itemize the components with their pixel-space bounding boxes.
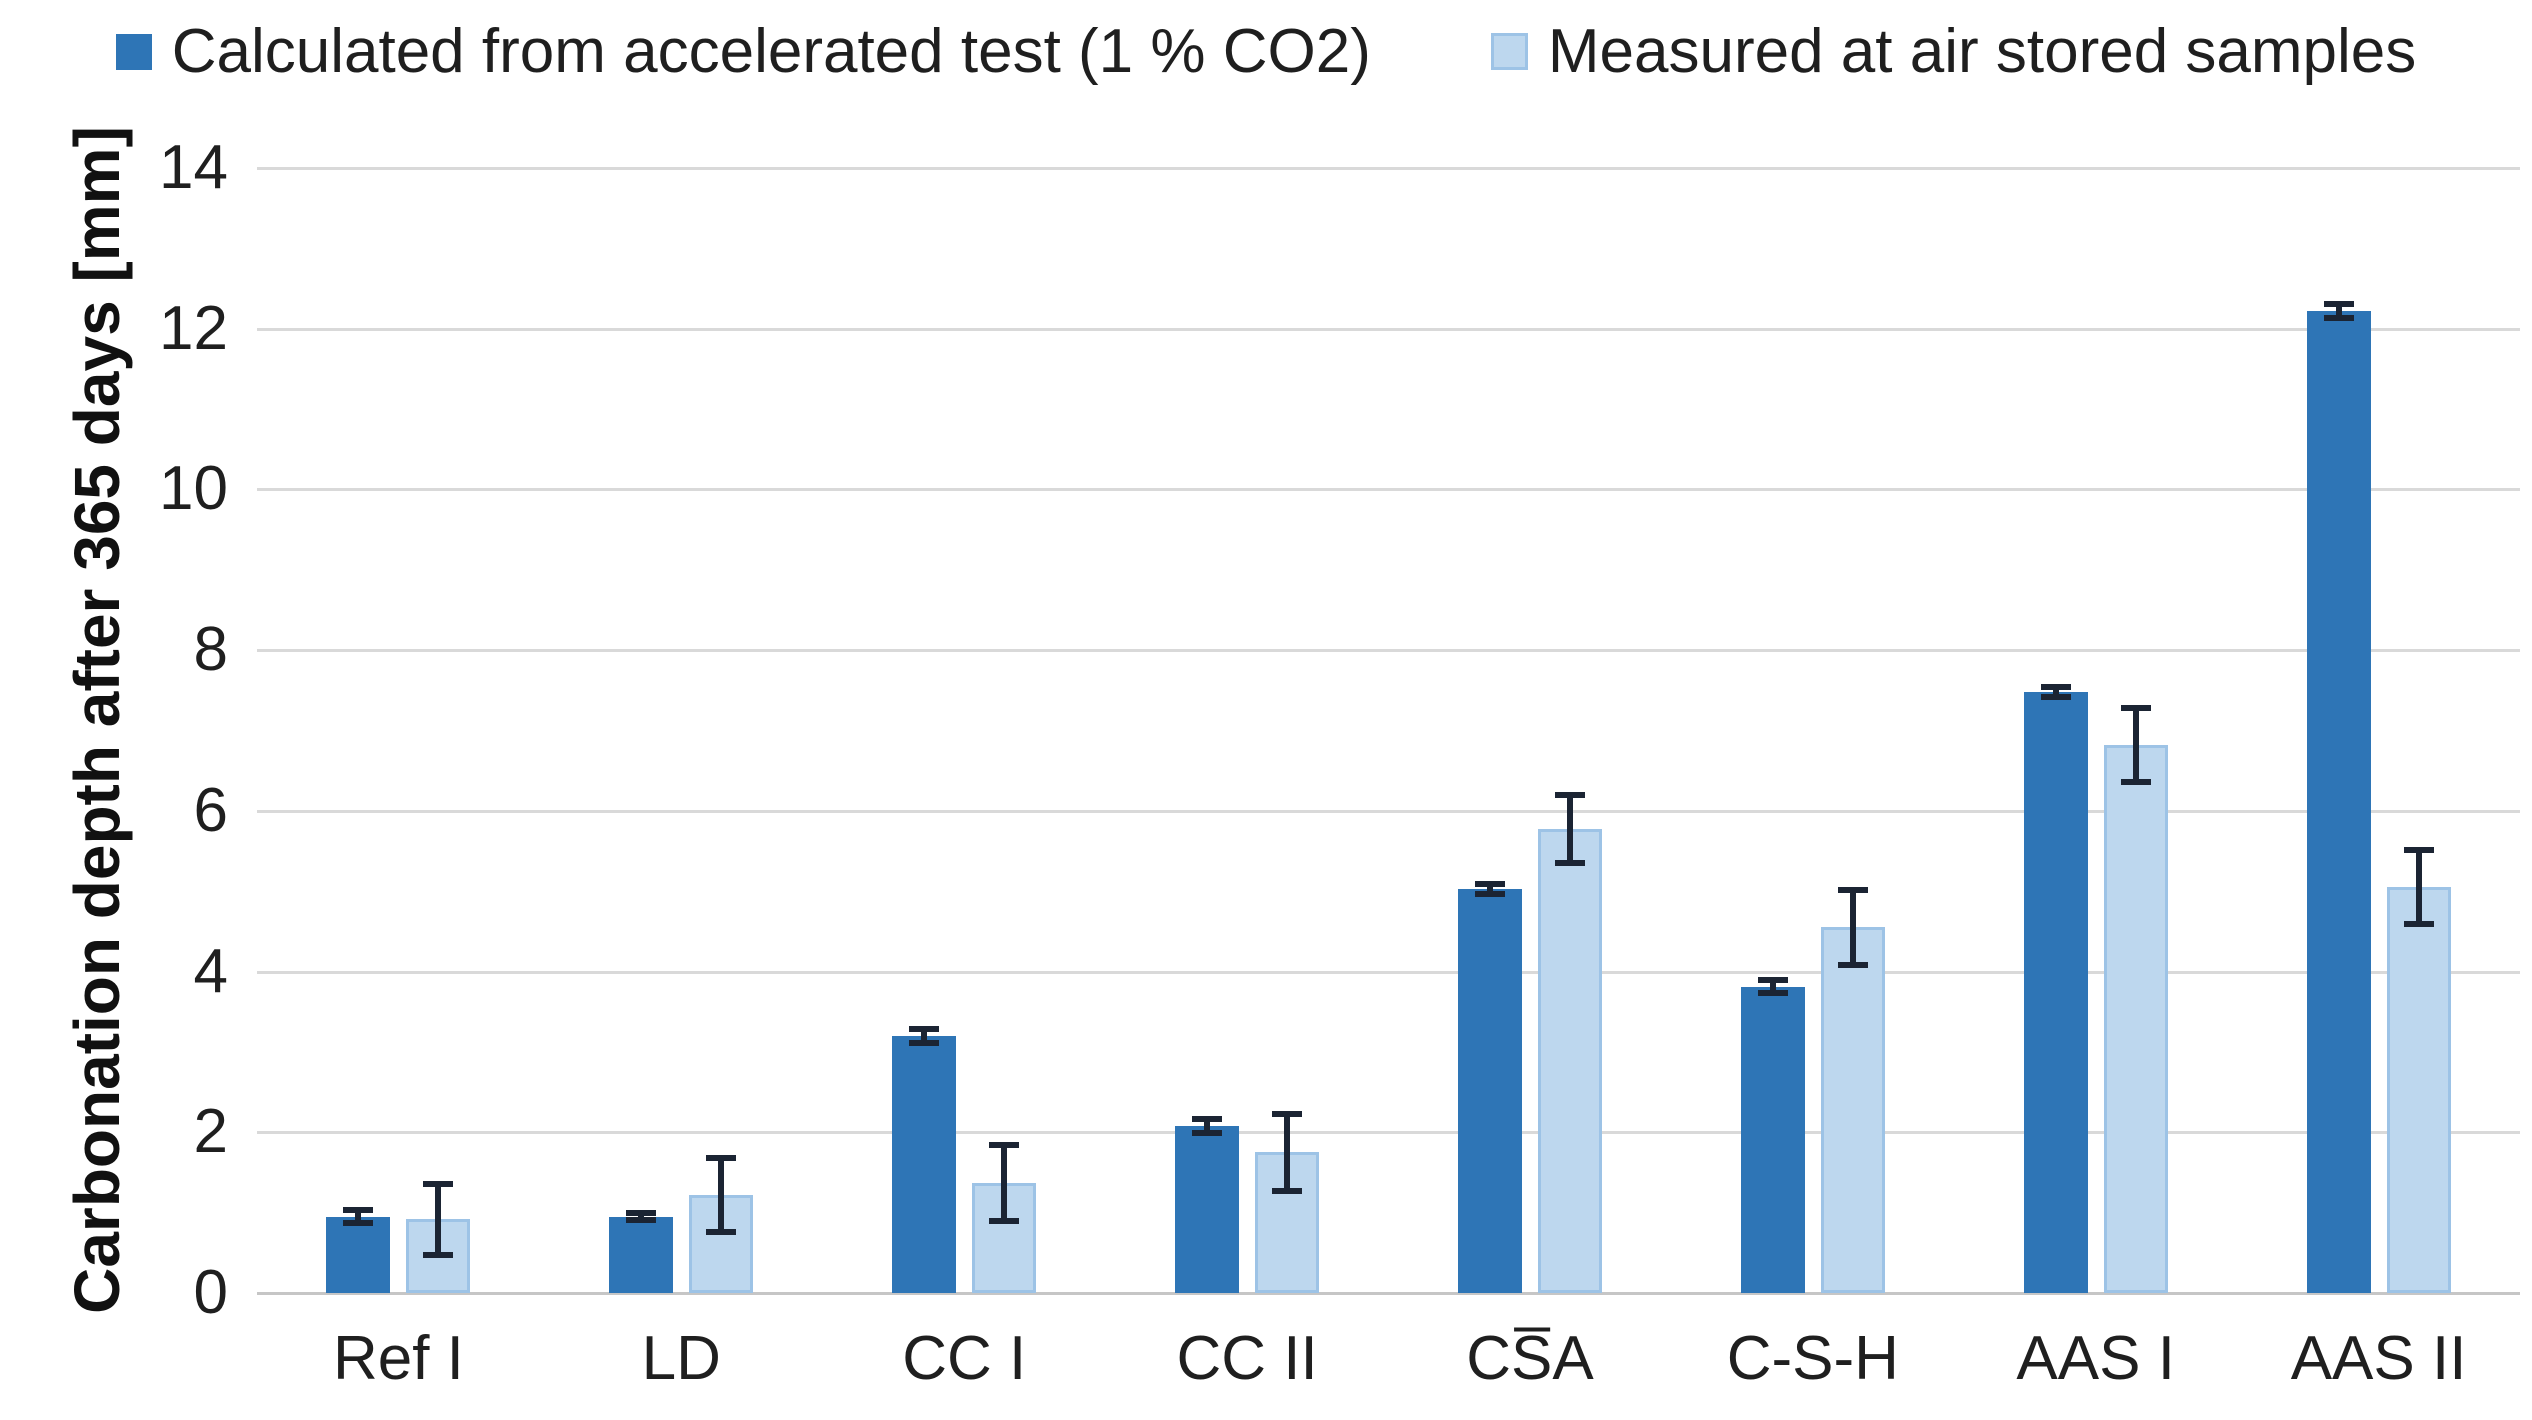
error-bar-line [1566, 791, 1573, 866]
error-bar-cap-top [2120, 704, 2151, 711]
error-bar-line [1284, 1110, 1291, 1195]
bar-calculated-6 [1740, 986, 1805, 1293]
error-bar-cap-bottom [909, 1039, 940, 1046]
error-bar-line [1849, 887, 1856, 968]
gridline-y-6 [257, 809, 2520, 813]
error-bar-cap-top [1554, 791, 1585, 798]
legend-label-calculated: Calculated from accelerated test (1 % CO… [171, 17, 1371, 86]
x-category-label-2: LD [641, 1324, 721, 1393]
legend-item-calculated: Calculated from accelerated test (1 % CO… [115, 16, 1371, 87]
error-bar-cap-bottom [2040, 693, 2071, 700]
error-bar-cap-top [1757, 977, 1788, 984]
bar-calculated-1 [326, 1216, 391, 1293]
error-bar-cap-top [626, 1210, 657, 1217]
bar-calculated-7 [2023, 691, 2088, 1293]
error-bar-line [1486, 880, 1493, 897]
error-bar-cap-top [1272, 1110, 1303, 1117]
y-tick-label-4: 4 [193, 936, 228, 1006]
legend-item-measured: Measured at air stored samples [1490, 16, 2417, 87]
bar-calculated-4 [1175, 1125, 1240, 1293]
error-bar-cap-top [2403, 847, 2434, 854]
error-bar-cap-top [706, 1154, 737, 1161]
x-category-label-5: CS̅A [1466, 1324, 1594, 1393]
error-bar-cap-bottom [2323, 314, 2354, 321]
x-category-label-6: C-S-H [1726, 1324, 1899, 1393]
error-bar-cap-bottom [989, 1217, 1020, 1224]
gridline-y-12 [257, 327, 2520, 331]
x-category-label-8: AAS II [2290, 1324, 2467, 1393]
legend-swatch-measured-icon [1490, 33, 1528, 70]
bar-measured-6 [1820, 927, 1885, 1293]
error-bar-cap-bottom [1554, 859, 1585, 866]
error-bar-cap-top [909, 1026, 940, 1033]
gridline-y-10 [257, 488, 2520, 492]
legend-label-measured: Measured at air stored samples [1547, 17, 2417, 86]
error-bar-cap-top [989, 1141, 1020, 1148]
x-category-label-7: AAS I [2016, 1324, 2175, 1393]
bar-measured-8 [2386, 887, 2451, 1293]
error-bar-line [435, 1180, 442, 1258]
gridline-y-14 [257, 167, 2520, 170]
error-bar-cap-bottom [1272, 1188, 1303, 1195]
error-bar-cap-top [2040, 683, 2071, 690]
error-bar-cap-bottom [423, 1251, 454, 1258]
error-bar-line [2335, 301, 2342, 321]
legend-swatch-calculated-icon [115, 33, 152, 70]
error-bar-cap-top [2323, 301, 2354, 308]
bar-measured-7 [2103, 744, 2168, 1293]
error-bar-line [638, 1210, 645, 1224]
error-bar-line [2415, 847, 2422, 928]
bar-calculated-3 [892, 1035, 957, 1293]
y-tick-label-14: 14 [159, 133, 228, 202]
error-bar-line [921, 1026, 928, 1046]
gridline-y-4 [257, 970, 2520, 974]
error-bar-line [2052, 683, 2059, 700]
error-bar-line [718, 1154, 725, 1236]
bar-measured-5 [1537, 828, 1602, 1293]
error-bar-cap-top [1192, 1116, 1223, 1123]
bar-calculated-8 [2306, 311, 2371, 1293]
bar-calculated-2 [609, 1216, 674, 1293]
plot-area: Ref I LD CC I CC II CS̅A C-S-H AAS I AAS II [257, 167, 2520, 1393]
error-bar-cap-bottom [343, 1220, 374, 1227]
error-bar-cap-bottom [1474, 890, 1505, 897]
error-bar-cap-bottom [2403, 921, 2434, 928]
error-bar-cap-top [423, 1180, 454, 1187]
error-bar-cap-top [343, 1207, 374, 1214]
gridline-y-0 [257, 1292, 2520, 1295]
y-tick-label-10: 10 [159, 454, 228, 524]
error-bar-cap-bottom [1757, 990, 1788, 997]
y-tick-label-12: 12 [159, 293, 228, 363]
error-bar-cap-top [1837, 887, 1868, 894]
error-bar-cap-bottom [706, 1229, 737, 1236]
gridline-y-2 [257, 1131, 2520, 1135]
x-category-label-1: Ref I [332, 1324, 464, 1393]
y-tick-label-0: 0 [193, 1258, 228, 1327]
error-bar-cap-bottom [1192, 1129, 1223, 1136]
chart-legend: Calculated from accelerated test (1 % CO… [0, 16, 2532, 87]
error-bar-line [2132, 704, 2139, 786]
error-bar-line [1204, 1116, 1211, 1136]
error-bar-line [1001, 1141, 1008, 1224]
error-bar-line [355, 1207, 362, 1227]
x-category-label-4: CC II [1176, 1324, 1318, 1393]
error-bar-line [1769, 977, 1776, 997]
error-bar-cap-bottom [2120, 779, 2151, 786]
gridline-y-8 [257, 649, 2520, 653]
y-tick-label-8: 8 [193, 615, 228, 685]
y-tick-label-6: 6 [193, 775, 228, 845]
x-category-label-3: CC I [902, 1324, 1027, 1393]
error-bar-cap-top [1474, 880, 1505, 887]
bar-calculated-5 [1457, 888, 1522, 1293]
error-bar-cap-bottom [626, 1217, 657, 1224]
error-bar-cap-bottom [1837, 961, 1868, 968]
y-tick-label-2: 2 [193, 1097, 228, 1167]
